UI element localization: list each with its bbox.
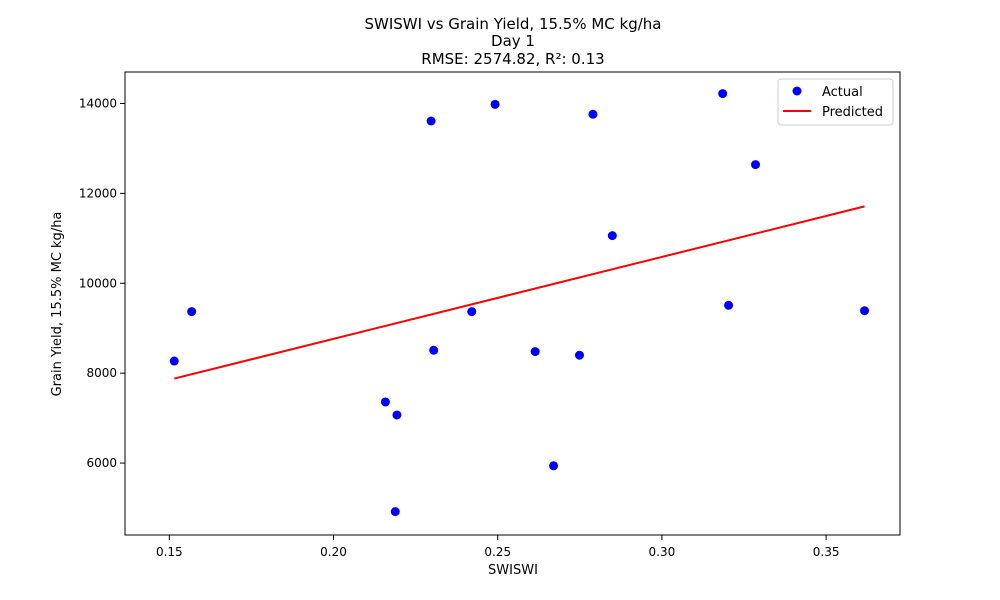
chart-title-line-1: SWISWI vs Grain Yield, 15.5% MC kg/ha: [364, 15, 661, 33]
plot-area: 0.15 0.20 0.25 0.30 0.35 6000 8000 10000 12000 1…: [79, 71, 901, 559]
x-tick-label: 0.30: [649, 545, 676, 559]
y-tick-label: 12000: [79, 186, 117, 200]
legend-actual-marker: [792, 86, 802, 96]
actual-point: [574, 350, 584, 360]
chart-title-line-3: RMSE: 2574.82, R²: 0.13: [421, 50, 604, 68]
actual-point: [588, 109, 598, 119]
predicted-line: [174, 205, 865, 380]
actual-point: [390, 507, 400, 517]
x-tick-label: 0.25: [484, 545, 511, 559]
actual-point: [607, 231, 617, 241]
actual-point: [187, 307, 197, 317]
y-tick-label: 6000: [86, 456, 117, 470]
actual-series: [169, 89, 870, 517]
actual-point: [860, 306, 870, 316]
y-tick-label: 14000: [79, 96, 117, 110]
actual-point: [467, 307, 477, 317]
y-axis-label: Grain Yield, 15.5% MC kg/ha: [50, 212, 65, 397]
y-tick-label: 8000: [86, 366, 117, 380]
actual-point: [490, 99, 500, 109]
x-tick-label: 0.20: [320, 545, 347, 559]
actual-point: [530, 347, 540, 357]
actual-point: [169, 356, 179, 366]
actual-point: [549, 461, 559, 471]
actual-point: [751, 160, 761, 170]
actual-point: [724, 300, 734, 310]
x-axis-label: SWISWI: [488, 563, 538, 578]
x-tick-label: 0.35: [813, 545, 840, 559]
plot-frame: [124, 71, 901, 536]
actual-point: [380, 397, 390, 407]
legend-predicted-label: Predicted: [822, 105, 883, 120]
y-axis-ticks: 6000 8000 10000 12000 14000: [79, 96, 125, 470]
actual-point: [426, 116, 436, 126]
chart-title-line-2: Day 1: [491, 32, 535, 50]
x-axis-ticks: 0.15 0.20 0.25 0.30 0.35: [156, 535, 839, 559]
legend: Actual Predicted: [777, 78, 894, 126]
predicted-series: [174, 205, 865, 380]
x-tick-label: 0.15: [156, 545, 183, 559]
y-tick-label: 10000: [79, 276, 117, 290]
actual-point: [429, 345, 439, 355]
actual-point: [718, 89, 728, 99]
legend-box: [777, 78, 894, 126]
legend-actual-label: Actual: [822, 85, 863, 100]
actual-point: [392, 410, 402, 420]
